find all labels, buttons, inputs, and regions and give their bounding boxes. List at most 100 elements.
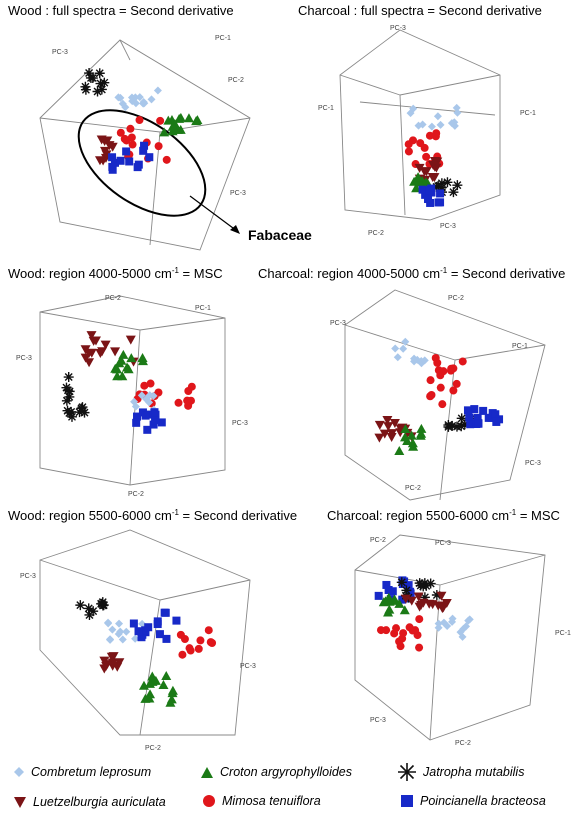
data-point [388,587,397,596]
data-point [458,632,467,641]
data-point [416,428,427,438]
data-point [396,577,407,588]
data-point [172,616,181,625]
circle-icon [203,795,215,807]
data-point [135,93,144,102]
data-point [140,381,149,390]
data-point [442,177,453,188]
data-point [426,376,435,385]
data-point [88,606,99,617]
data-point [432,129,441,138]
data-point [120,134,129,143]
data-point [80,345,91,355]
data-point [436,198,445,207]
data-point [196,636,205,645]
data-point [141,411,150,420]
data-point [415,643,424,652]
data-point [426,198,435,207]
data-point [144,678,155,688]
data-point [187,382,196,391]
data-point [133,163,142,172]
panel-2-frame [339,29,501,221]
data-point [204,626,213,635]
data-point [99,77,110,88]
p4-axis-pc3: PC-3 [330,320,346,327]
data-point [194,644,203,653]
data-point [61,395,72,406]
data-point [398,595,407,604]
data-point [448,187,459,198]
data-point [167,121,178,131]
data-point [163,115,174,125]
data-point [144,623,153,632]
data-point [127,93,136,102]
data-point [114,93,123,102]
legend-item-croton: Croton argyrophylloides [201,765,352,779]
panel-4-title: Charcoal: region 4000-5000 cm-1 = Second… [258,266,565,281]
data-point [429,173,440,183]
data-point [470,405,479,414]
data-point [76,403,87,414]
data-point [434,619,443,628]
data-point [167,685,178,695]
data-point [178,650,187,659]
data-point [415,580,426,591]
data-point [159,127,170,137]
data-point [436,591,447,601]
data-point [151,410,160,419]
panel-6-title: Charcoal: region 5500-6000 cm-1 = MSC [327,508,560,523]
data-point [492,417,501,426]
data-point [98,600,109,611]
legend-label: Luetzelburgia auriculata [33,795,166,809]
data-point [433,180,444,191]
data-point [418,581,429,592]
data-point [154,142,163,151]
data-point [438,400,447,409]
data-point [458,357,467,366]
data-point [112,364,123,374]
data-point [75,600,86,611]
data-point [114,658,125,668]
data-point [125,157,134,166]
data-point [431,353,440,362]
data-point [132,418,141,427]
data-point [427,122,436,131]
legend-label: Poincianella bracteosa [420,794,546,808]
data-point [452,103,461,112]
legend-item-poincianella: Poincianella bracteosa [401,794,546,808]
legend-label: Combretum leprosum [31,765,152,779]
data-point [110,347,121,357]
data-point [126,353,137,363]
data-point [180,635,189,644]
legend-label: Croton argyrophylloides [220,765,353,779]
data-point [433,112,442,121]
data-point [392,624,401,633]
data-point [416,139,425,148]
data-point [394,598,405,608]
data-point [453,108,462,117]
data-point [406,430,417,440]
data-point [389,419,400,429]
data-point [139,146,148,155]
data-point [94,68,105,79]
data-point [436,120,445,129]
data-point [137,633,146,642]
data-point [447,420,458,431]
data-point [79,407,90,418]
data-point [153,617,162,626]
data-point [391,344,400,353]
data-point [380,596,391,606]
data-point [418,120,427,129]
data-point [99,137,110,147]
data-point [84,68,95,79]
data-point [418,185,427,194]
p1-axis-pc1: PC-1 [215,35,231,42]
data-point [383,422,394,432]
data-point [122,362,133,372]
panel-5-title: Wood: region 5500-6000 cm-1 = Second der… [8,508,297,523]
data-point [64,391,75,402]
p3-axis-pc3: PC-3 [16,355,32,362]
data-point [374,433,385,443]
data-point [83,603,94,614]
data-point [399,629,408,638]
